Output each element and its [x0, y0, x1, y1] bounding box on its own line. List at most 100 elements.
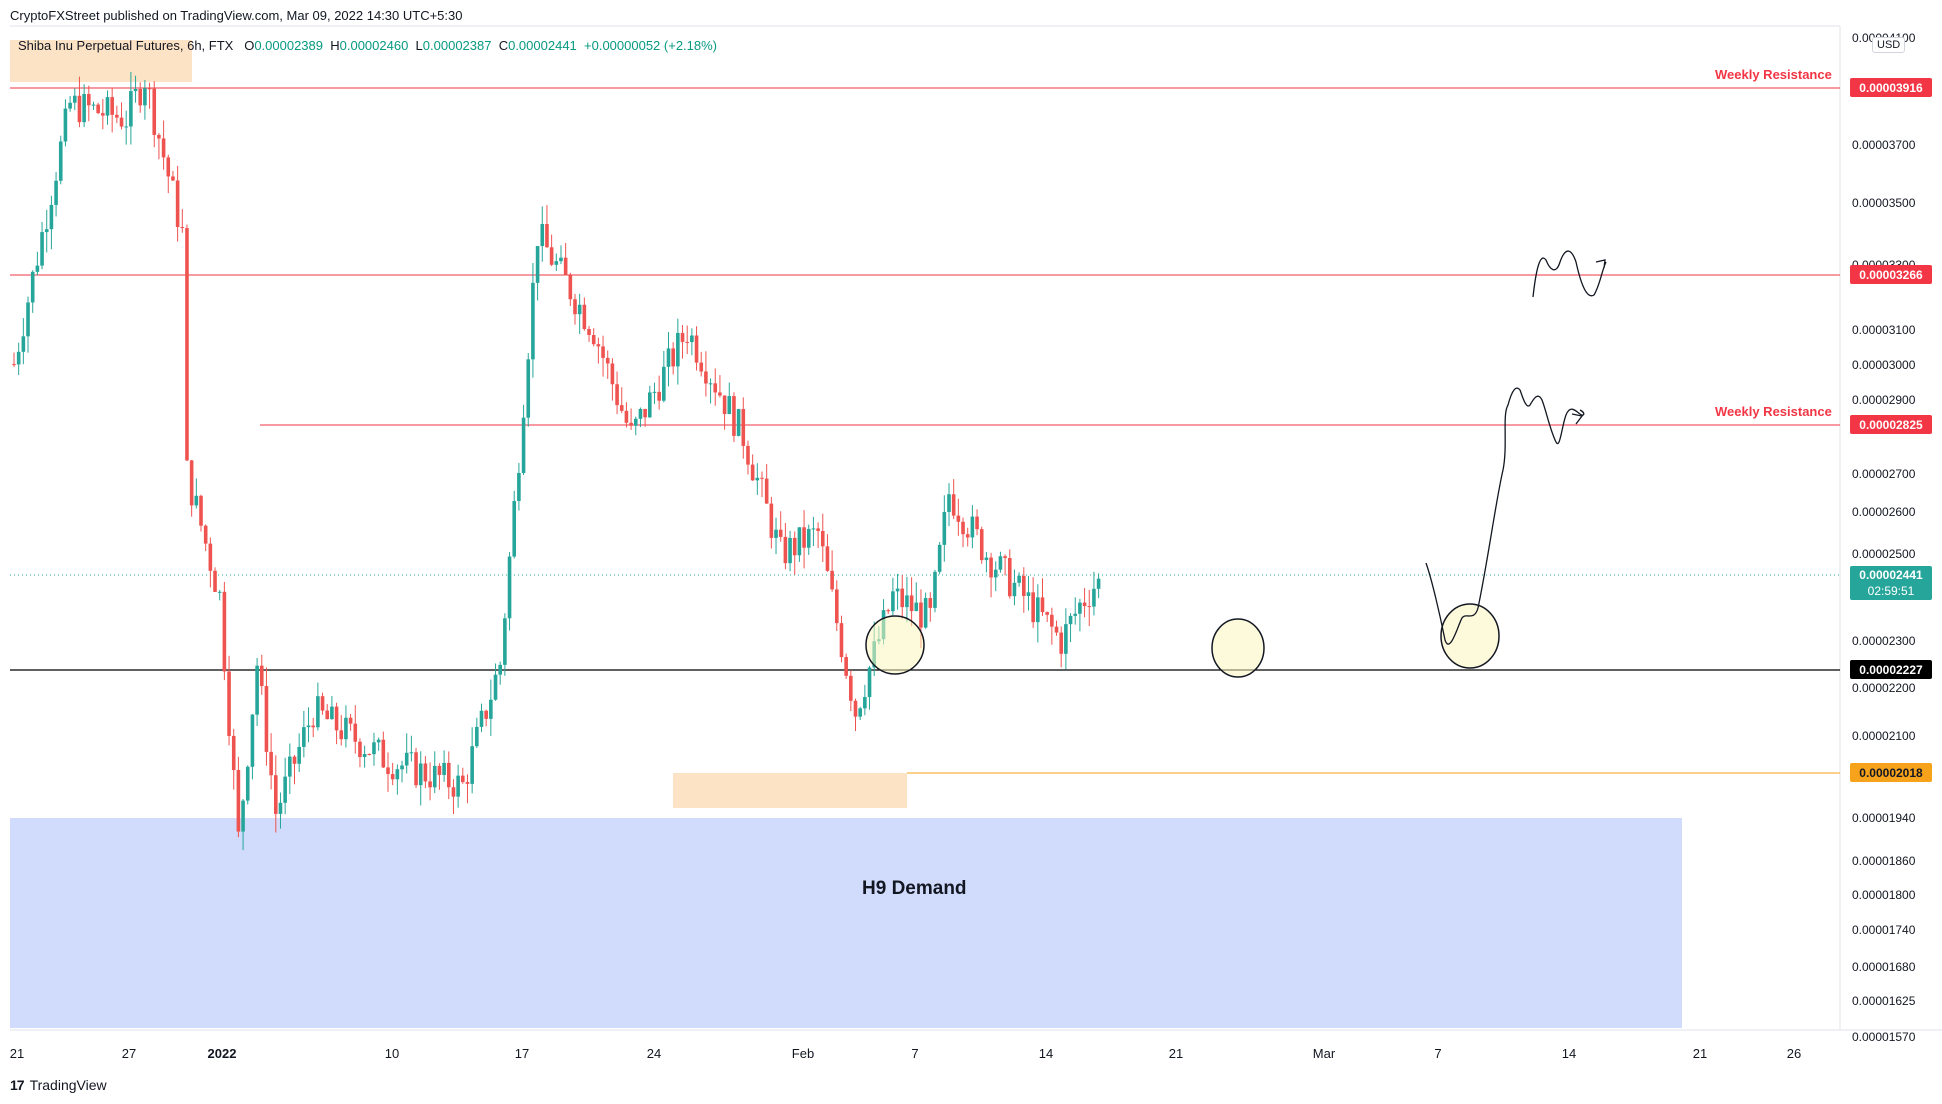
candle-body: [432, 765, 437, 788]
candle-body: [302, 727, 306, 747]
candle-body: [245, 766, 250, 801]
highlight-circle-feb: [865, 615, 925, 675]
candle-body: [820, 530, 825, 547]
legend-close-label: C: [498, 38, 509, 53]
candle-body: [470, 746, 474, 784]
candle-body: [203, 525, 208, 544]
candle-body: [147, 88, 152, 90]
candle-body: [292, 756, 297, 764]
candle-body: [479, 710, 484, 727]
candle-body: [414, 752, 418, 786]
candle-body: [269, 751, 273, 776]
candle-body: [348, 717, 353, 724]
candle-body: [956, 515, 961, 522]
projection-path-2: [1532, 250, 1607, 298]
legend-open-label: O: [244, 38, 255, 53]
candle-countdown: 02:59:51: [1867, 584, 1915, 598]
candle-body: [227, 671, 231, 736]
candle-body: [577, 304, 582, 315]
candle-body: [563, 257, 568, 276]
current-price-value: 0.00002441: [1859, 568, 1923, 582]
demand-zone-label: H9 Demand: [862, 878, 967, 899]
candle-body: [381, 739, 386, 768]
candle-body: [133, 88, 138, 92]
time-tick: 21: [1168, 1046, 1184, 1061]
candle-body: [811, 528, 816, 530]
time-tick: Feb: [791, 1046, 815, 1061]
candle-body: [49, 204, 54, 230]
candle-body: [77, 95, 82, 123]
price-tick: 0.00002600: [1852, 505, 1916, 519]
price-tick: 0.00001860: [1852, 854, 1916, 868]
footer: 17 TradingView: [10, 1077, 107, 1093]
candle-body: [769, 503, 774, 538]
candle-body: [58, 141, 63, 181]
candle-body: [489, 699, 493, 719]
candle-body: [587, 329, 591, 336]
time-tick: 14: [1561, 1046, 1577, 1061]
price-tag-res-top: 0.00003916: [1850, 78, 1932, 97]
candle-body: [44, 229, 49, 233]
candle-body: [208, 543, 213, 571]
candle-body: [582, 304, 587, 330]
candle-body: [138, 88, 143, 106]
price-tick: 0.00002900: [1852, 393, 1916, 407]
candle-body: [984, 557, 989, 561]
candle-body: [372, 742, 376, 755]
candle-body: [395, 769, 400, 780]
candle-body: [1045, 612, 1049, 615]
candle-body: [549, 247, 554, 265]
candle-body: [559, 257, 563, 262]
candle-body: [1036, 597, 1040, 623]
candle-body: [1092, 588, 1096, 607]
candle-body: [87, 93, 91, 106]
legend-symbol: Shiba Inu Perpetual Futures, 6h, FTX: [18, 38, 234, 53]
candle-body: [175, 180, 180, 227]
candle-body: [605, 357, 610, 364]
price-tag-support: 0.00002227: [1850, 660, 1932, 679]
candle-body: [657, 391, 661, 401]
candle-body: [185, 228, 189, 461]
candle-body: [325, 710, 330, 720]
candle-body: [288, 756, 292, 777]
candle-body: [937, 544, 942, 572]
candle-body: [451, 787, 456, 797]
candle-body: [535, 246, 540, 283]
candle-body: [1096, 578, 1101, 589]
price-tick: 0.00002500: [1852, 547, 1916, 561]
candle-body: [1082, 602, 1087, 607]
candle-body: [1040, 597, 1045, 613]
candle-body: [115, 114, 119, 118]
time-tick: 17: [514, 1046, 530, 1061]
candle-body: [358, 741, 362, 758]
time-tick: 14: [1038, 1046, 1054, 1061]
candle-body: [839, 623, 844, 658]
candle-body: [1078, 602, 1082, 614]
time-tick: Mar: [1312, 1046, 1336, 1061]
candle-body: [863, 697, 867, 709]
legend-change: +0.00000052 (+2.18%): [584, 38, 718, 53]
candle-body: [512, 501, 517, 557]
candle-body: [993, 569, 998, 578]
candle-body: [456, 775, 460, 797]
candle-body: [446, 762, 451, 788]
candle-body: [503, 618, 507, 665]
candle-body: [390, 774, 395, 780]
candle-body: [802, 527, 806, 548]
price-tag-res-mid: 0.00002825: [1850, 415, 1932, 434]
candle-body: [736, 409, 741, 436]
time-tick: 26: [1786, 1046, 1802, 1061]
candle-body: [886, 610, 891, 612]
candle-body: [222, 591, 227, 672]
currency-button[interactable]: USD: [1872, 37, 1906, 53]
candle-body: [554, 261, 559, 265]
candle-body: [101, 113, 105, 116]
candle-body: [1087, 606, 1092, 608]
candle-body: [484, 710, 488, 719]
candle-body: [241, 800, 245, 832]
candle-body: [666, 348, 671, 367]
price-tick: 0.00001800: [1852, 888, 1916, 902]
candle-body: [129, 91, 133, 127]
candle-body: [825, 546, 830, 571]
